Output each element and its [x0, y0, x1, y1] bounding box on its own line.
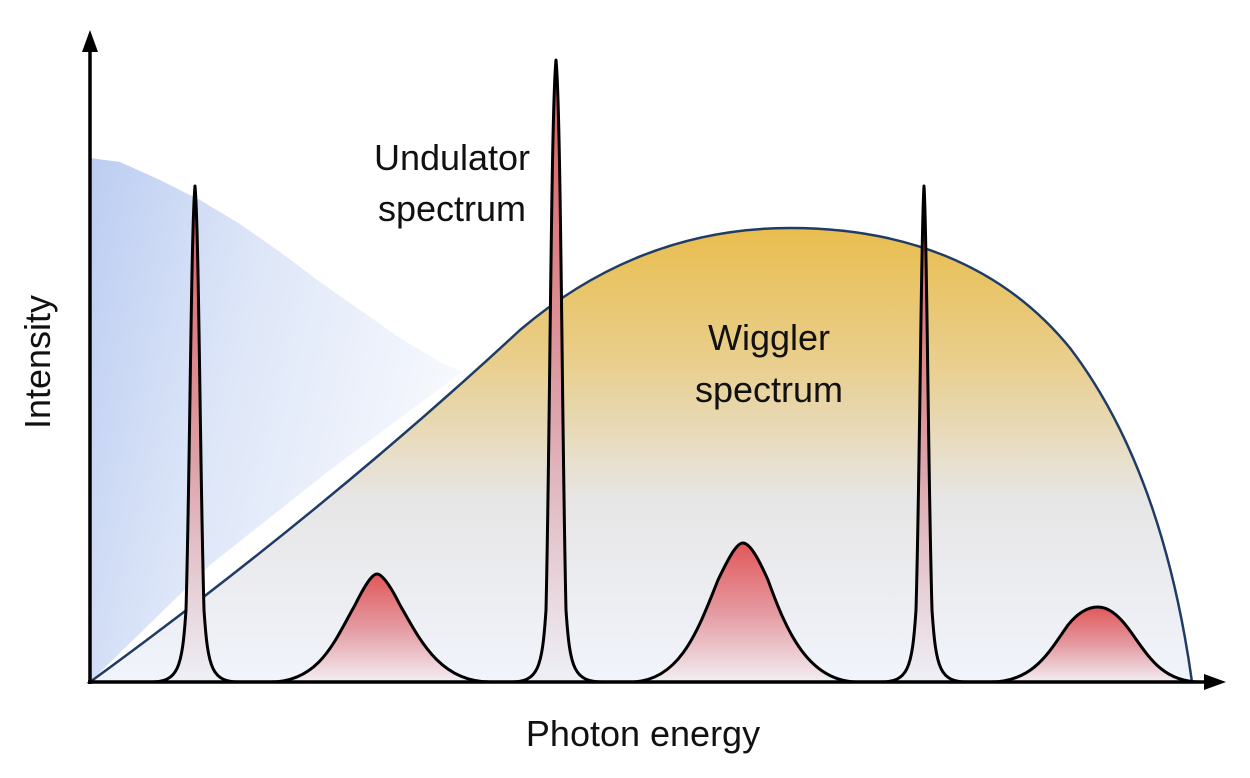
- wiggler-label-line2: spectrum: [695, 369, 843, 410]
- x-axis-label: Photon energy: [526, 713, 760, 754]
- y-axis-label: Intensity: [17, 295, 58, 429]
- undulator-label-line2: spectrum: [378, 188, 526, 229]
- y-axis-arrow-icon: [82, 30, 98, 52]
- wiggler-label-line1: Wiggler: [708, 317, 830, 358]
- x-axis-arrow-icon: [1204, 674, 1226, 690]
- undulator-label-line1: Undulator: [374, 137, 530, 178]
